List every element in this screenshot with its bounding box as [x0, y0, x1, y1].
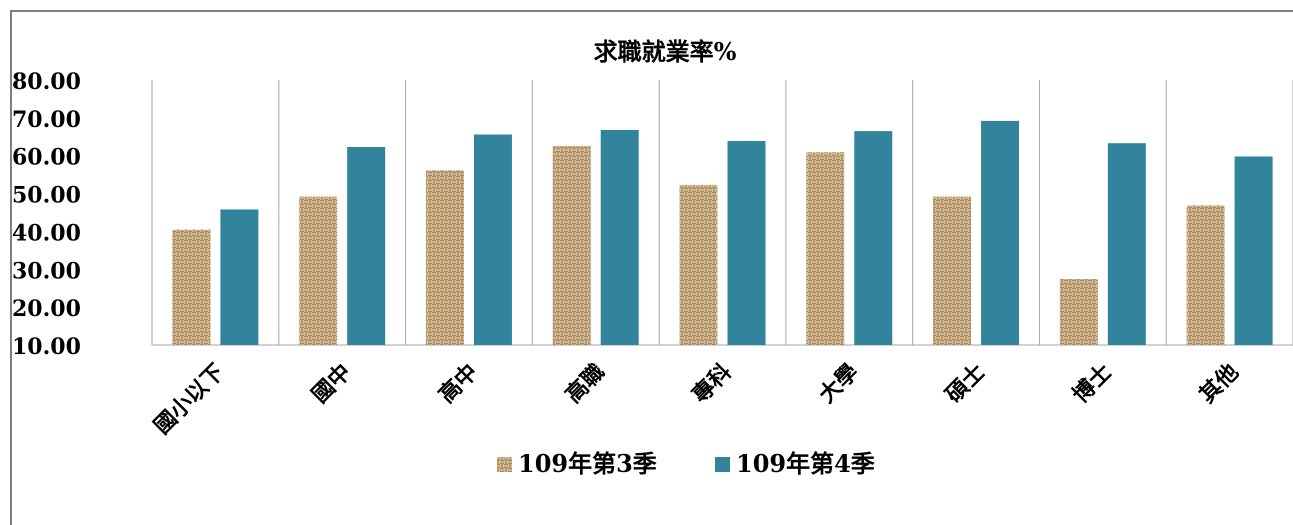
bar-q4-0 [220, 209, 259, 345]
bar-q3-6 [933, 196, 972, 345]
y-tick-label: 70.00 [12, 107, 81, 133]
legend-label: 109年第4季 [736, 449, 875, 478]
x-tick-label: 國小以下 [149, 359, 230, 440]
bar-q4-5 [854, 131, 893, 345]
legend-swatch [715, 457, 730, 472]
x-tick-label: 大學 [814, 359, 864, 409]
x-tick-label: 其他 [1194, 359, 1244, 409]
bar-q3-8 [1186, 205, 1225, 345]
y-tick-label: 50.00 [12, 183, 81, 209]
bar-q4-4 [727, 140, 766, 345]
bar-q3-3 [552, 145, 591, 345]
y-tick-label: 20.00 [12, 296, 81, 322]
bar-q4-8 [1234, 156, 1273, 345]
x-tick-label: 國中 [307, 359, 357, 409]
legend: 109年第3季 109年第4季 [497, 449, 875, 478]
chart-frame [10, 10, 1293, 525]
bar-q3-7 [1059, 279, 1098, 345]
x-tick-label: 高中 [434, 359, 484, 409]
bars [172, 120, 1273, 345]
bar-q3-0 [172, 229, 211, 345]
y-tick-label: 40.00 [12, 220, 81, 246]
bar-q3-4 [679, 184, 718, 345]
legend-label: 109年第3季 [518, 449, 657, 478]
y-tick-label: 60.00 [12, 145, 81, 171]
bar-q4-3 [600, 129, 639, 345]
chart-title: 求職就業率% [594, 37, 737, 66]
bar-q4-1 [347, 147, 386, 345]
bar-q3-2 [425, 170, 464, 345]
bar-q4-6 [981, 120, 1020, 345]
y-axis: 10.00 20.00 30.00 40.00 50.00 60.00 70.00 80.00 [12, 69, 81, 360]
x-tick-label: 高職 [560, 359, 610, 409]
legend-swatch [497, 457, 512, 472]
x-axis: 國小以下 國中 高中 高職 專科 大學 碩士 博士 其他 [149, 359, 1244, 440]
bar-q3-5 [806, 152, 845, 345]
x-tick-label: 專科 [687, 359, 737, 409]
y-tick-label: 10.00 [12, 334, 81, 360]
y-tick-label: 80.00 [12, 69, 81, 95]
x-tick-label: 博士 [1068, 359, 1118, 409]
bar-q3-1 [299, 196, 338, 345]
bar-q4-2 [473, 134, 512, 345]
x-tick-label: 碩士 [941, 359, 991, 409]
y-tick-label: 30.00 [12, 258, 81, 284]
category-separators [151, 80, 1293, 346]
bar-q4-7 [1107, 143, 1146, 345]
